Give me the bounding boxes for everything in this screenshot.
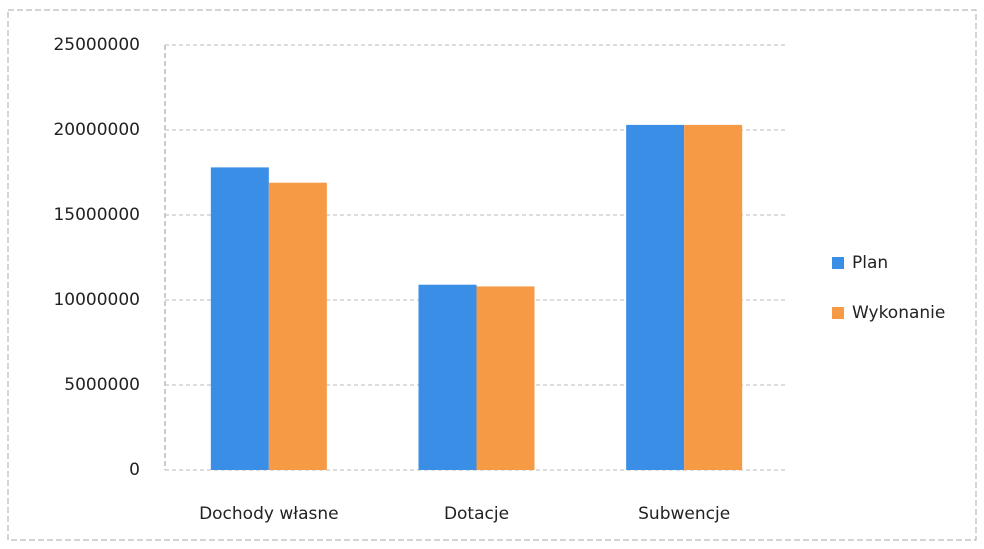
bar — [210, 167, 269, 470]
bar — [268, 182, 327, 470]
bar — [684, 124, 743, 471]
y-tick-label: 10000000 — [53, 290, 140, 310]
x-tick-label: Subwencje — [638, 504, 730, 524]
legend-swatch — [832, 307, 844, 319]
y-tick-label: 15000000 — [53, 205, 140, 225]
bar — [626, 124, 685, 471]
legend-label: Plan — [852, 253, 888, 273]
y-tick-label: 25000000 — [53, 35, 140, 55]
x-tick-label: Dotacje — [444, 504, 509, 524]
y-tick-label: 20000000 — [53, 120, 140, 140]
legend-swatch — [832, 257, 844, 269]
bar — [476, 286, 535, 470]
legend-label: Wykonanie — [852, 303, 945, 323]
x-tick-label: Dochody własne — [199, 504, 339, 524]
y-tick-label: 0 — [129, 460, 140, 480]
chart-frame — [7, 9, 977, 541]
y-tick-label: 5000000 — [64, 375, 140, 395]
bar — [418, 284, 477, 470]
